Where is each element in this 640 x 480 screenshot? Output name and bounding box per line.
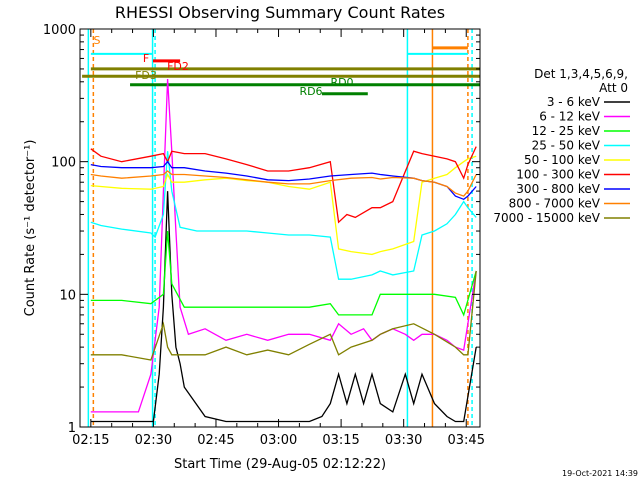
y-tick-label-0: 1 bbox=[68, 421, 76, 436]
chart-title: RHESSI Observing Summary Count Rates bbox=[115, 3, 445, 22]
series-line-5 bbox=[90, 146, 477, 224]
axis-ticks: 02:15 02:30 02:45 03:00 03:15 03:30 03:45 1 10 10… bbox=[43, 23, 485, 448]
annotation-labels: S F FD2 FD3 RD0 RD6 bbox=[94, 34, 354, 98]
annotation-f: F bbox=[143, 52, 149, 65]
x-tick-label-0: 02:15 bbox=[72, 433, 109, 448]
x-tick-label-6: 03:45 bbox=[448, 433, 485, 448]
y-tick-label-2: 100 bbox=[51, 156, 76, 171]
legend-title-line-1: Det 1,3,4,5,6,9, bbox=[534, 67, 628, 81]
band-lines bbox=[82, 29, 480, 427]
x-tick-label-1: 02:30 bbox=[135, 433, 172, 448]
y-tick-label-3: 1000 bbox=[43, 23, 76, 38]
series-line-7 bbox=[90, 170, 477, 197]
series-line-8 bbox=[90, 270, 477, 361]
series-line-1 bbox=[90, 78, 477, 413]
footer-date: 19-Oct-2021 14:39 bbox=[562, 469, 638, 478]
legend-label-0: 3 - 6 keV bbox=[547, 95, 601, 109]
x-tick-label-4: 03:15 bbox=[322, 433, 359, 448]
x-tick-label-3: 03:00 bbox=[260, 433, 297, 448]
legend-title-line-2: Att 0 bbox=[599, 81, 628, 95]
legend-label-5: 100 - 300 keV bbox=[516, 168, 600, 182]
series-line-3 bbox=[90, 151, 477, 280]
y-axis-label: Count Rate (s⁻¹ detector⁻¹) bbox=[23, 140, 38, 317]
legend-label-6: 300 - 800 keV bbox=[516, 182, 600, 196]
y-tick-label-1: 10 bbox=[59, 288, 76, 303]
legend-label-2: 12 - 25 keV bbox=[532, 124, 601, 138]
annotation-rd6: RD6 bbox=[299, 85, 322, 98]
annotation-rd0: RD0 bbox=[330, 76, 353, 89]
series-line-6 bbox=[90, 160, 477, 201]
series-line-0 bbox=[90, 191, 477, 423]
annotation-fd3: FD3 bbox=[135, 69, 157, 82]
legend-label-4: 50 - 100 keV bbox=[524, 153, 601, 167]
annotation-s: S bbox=[94, 34, 101, 47]
x-axis-label: Start Time (29-Aug-05 02:12:22) bbox=[174, 457, 386, 472]
annotation-fd2: FD2 bbox=[167, 60, 189, 73]
x-tick-label-5: 03:30 bbox=[385, 433, 422, 448]
legend-label-1: 6 - 12 keV bbox=[539, 110, 601, 124]
series-line-2 bbox=[90, 230, 477, 317]
legend-label-3: 25 - 50 keV bbox=[532, 139, 601, 153]
series-line-4 bbox=[90, 155, 477, 256]
x-tick-label-2: 02:45 bbox=[197, 433, 234, 448]
series-lines bbox=[90, 78, 477, 423]
legend-label-7: 800 - 7000 keV bbox=[509, 197, 601, 211]
legend-label-8: 7000 - 15000 keV bbox=[493, 211, 600, 225]
plot-frame bbox=[79, 28, 481, 428]
